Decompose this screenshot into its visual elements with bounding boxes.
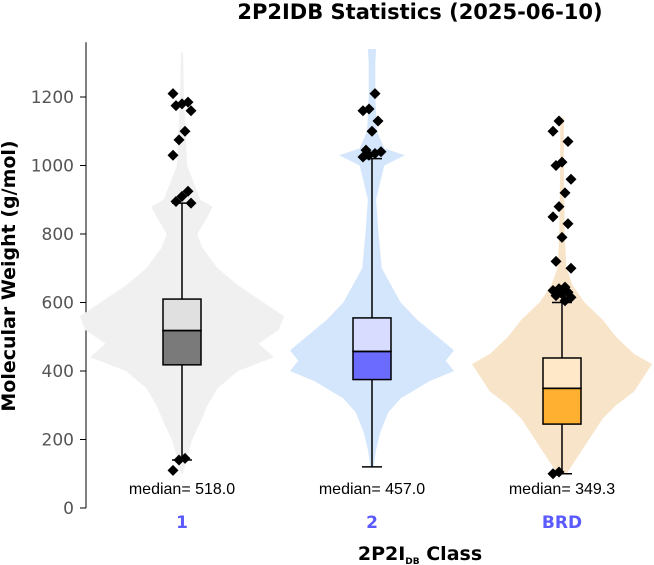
outlier-point bbox=[562, 218, 574, 230]
group-2: median= 457.0 2 bbox=[290, 49, 454, 533]
x-axis-label-subscript: DB bbox=[405, 557, 419, 565]
outlier-point bbox=[170, 195, 182, 207]
outlier-point bbox=[559, 281, 571, 293]
outlier-point bbox=[363, 103, 375, 115]
y-tick-label: 400 bbox=[42, 362, 74, 382]
outlier-point bbox=[556, 156, 568, 168]
outlier-point bbox=[553, 466, 565, 478]
median-label: median= 518.0 bbox=[129, 481, 235, 498]
outlier-point bbox=[167, 88, 179, 100]
outlier-point bbox=[547, 211, 559, 223]
x-tick-label: 2 bbox=[366, 513, 378, 533]
outlier-point bbox=[375, 146, 387, 158]
group-BRD: median= 349.3 BRD bbox=[472, 115, 652, 533]
axes: 0 200 400 600 800 1000 1200 bbox=[31, 42, 87, 519]
y-tick-label: 1000 bbox=[31, 157, 74, 177]
box-upper bbox=[162, 298, 202, 332]
outlier-point bbox=[182, 96, 194, 108]
box-lower bbox=[162, 329, 202, 366]
x-axis-label-main: 2P2I bbox=[358, 543, 405, 565]
y-tick-label: 1200 bbox=[31, 88, 74, 108]
outlier-point bbox=[372, 115, 384, 127]
box-upper bbox=[352, 317, 392, 353]
y-tick-label: 800 bbox=[42, 225, 74, 245]
y-tick-label: 0 bbox=[63, 499, 74, 519]
outlier-point bbox=[179, 125, 191, 137]
box-lower bbox=[352, 350, 392, 381]
group-1: median= 518.0 1 bbox=[80, 52, 284, 533]
x-axis-label: 2P2IDB Class bbox=[358, 543, 482, 565]
y-tick-label: 600 bbox=[42, 294, 74, 314]
outlier-point bbox=[559, 187, 571, 199]
outlier-point bbox=[185, 197, 197, 209]
box-lower bbox=[542, 387, 582, 425]
outlier-point bbox=[553, 201, 565, 213]
outlier-point bbox=[565, 173, 577, 185]
outlier-point bbox=[182, 185, 194, 197]
outlier-point bbox=[547, 125, 559, 137]
outlier-point bbox=[556, 231, 568, 243]
outlier-point bbox=[167, 464, 179, 476]
chart-title: 2P2IDB Statistics (2025-06-10) bbox=[237, 0, 602, 24]
x-tick-label: 1 bbox=[176, 513, 188, 533]
y-axis-label: Molecular Weight (g/mol) bbox=[0, 140, 20, 411]
box-upper bbox=[542, 357, 582, 390]
outlier-point bbox=[366, 125, 378, 137]
outlier-point bbox=[167, 149, 179, 161]
outlier-point bbox=[360, 144, 372, 156]
outlier-point bbox=[173, 134, 185, 146]
median-label: median= 457.0 bbox=[319, 481, 425, 498]
outlier-point bbox=[553, 115, 565, 127]
outlier-point bbox=[550, 255, 562, 267]
outlier-point bbox=[369, 88, 381, 100]
y-tick-label: 200 bbox=[42, 431, 74, 451]
x-axis-label-suffix: Class bbox=[420, 543, 483, 565]
plot-area: median= 518.0 1 median= 457.0 2 median= 349.… bbox=[80, 49, 652, 533]
outlier-point bbox=[185, 105, 197, 117]
outlier-point bbox=[176, 190, 188, 202]
outlier-point bbox=[562, 136, 574, 148]
outlier-point bbox=[179, 452, 191, 464]
x-tick-label: BRD bbox=[542, 513, 582, 533]
outlier-point bbox=[565, 262, 577, 274]
median-label: median= 349.3 bbox=[509, 481, 615, 498]
